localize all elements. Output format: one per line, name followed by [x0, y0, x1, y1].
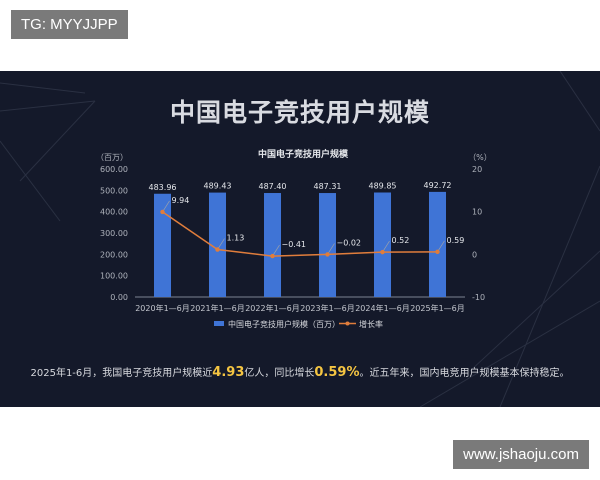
bar-value-label: 487.31 — [314, 182, 342, 191]
growth-rate-label: −0.41 — [282, 240, 307, 249]
growth-rate-point — [270, 253, 275, 259]
decorative-lines — [0, 71, 600, 407]
left-tick-label: 400.00 — [100, 208, 128, 217]
bar — [374, 192, 391, 297]
right-tick-label: 20 — [472, 165, 482, 174]
left-tick-label: 200.00 — [100, 250, 128, 259]
growth-rate-label: 9.94 — [172, 196, 190, 205]
left-tick-label: 600.00 — [100, 165, 128, 174]
caption-text-3: 。近五年来，国内电竞用户规模基本保持稳定。 — [359, 368, 570, 379]
legend-line-label: 增长率 — [359, 319, 383, 329]
x-tick-label: 2025年1—6月 — [410, 303, 465, 313]
growth-rate-point — [380, 249, 385, 255]
bar-value-label: 489.43 — [204, 182, 232, 191]
bar — [429, 191, 446, 297]
right-tick-label: -10 — [472, 293, 485, 302]
bar — [264, 193, 281, 297]
growth-rate-label: 1.13 — [227, 234, 245, 243]
growth-rate-point — [325, 252, 330, 257]
growth-rate-label: −0.02 — [337, 238, 362, 247]
right-tick-label: 0 — [472, 250, 477, 259]
bar — [319, 193, 336, 297]
chart-title: 中国电子竞技用户规模 — [258, 148, 349, 160]
x-tick-label: 2023年1—6月 — [300, 303, 355, 313]
left-axis-unit: （百万） — [96, 153, 128, 162]
x-tick-label: 2022年1—6月 — [245, 303, 300, 313]
growth-rate-label: 0.52 — [392, 236, 410, 245]
bar-value-label: 492.72 — [424, 181, 452, 190]
right-axis-unit: （%） — [468, 153, 492, 162]
left-tick-label: 100.00 — [100, 272, 128, 281]
left-tick-label: 300.00 — [100, 229, 128, 238]
growth-rate-label: 0.59 — [447, 236, 465, 245]
left-tick-label: 500.00 — [100, 186, 128, 195]
right-tick-label: 10 — [472, 208, 482, 217]
caption-highlight-users: 4.93 — [212, 365, 245, 380]
bar-value-label: 487.40 — [259, 182, 287, 191]
growth-rate-point — [435, 249, 440, 255]
bar-value-label: 489.85 — [369, 181, 397, 190]
legend: 中国电子竞技用户规模（百万） 增长率 — [214, 319, 383, 329]
x-tick-label: 2020年1—6月 — [135, 303, 190, 313]
legend-bar-swatch — [214, 321, 224, 326]
page-title: 中国电子竞技用户规模 — [169, 98, 430, 127]
x-tick-label: 2021年1—6月 — [190, 303, 245, 313]
growth-rate-point — [160, 209, 165, 215]
caption-highlight-growth: 0.59% — [314, 365, 360, 380]
bar — [209, 192, 226, 297]
infographic-panel: 中国电子竞技用户规模 中国电子竞技用户规模 （百万） （%） 0.00 100.0… — [0, 71, 600, 407]
growth-rate-line — [162, 211, 438, 257]
growth-rate-point — [215, 247, 220, 252]
summary-caption: 2025年1-6月，我国电子竞技用户规模近4.93亿人，同比增长0.59%。近五… — [0, 364, 600, 383]
watermark-bottom: www.jshaoju.com — [453, 440, 589, 469]
bar-value-label: 483.96 — [149, 183, 177, 192]
caption-text-2: 亿人，同比增长 — [244, 368, 315, 379]
chart: 中国电子竞技用户规模 （百万） （%） 0.00 100.00 200.00 300.… — [96, 148, 492, 329]
left-tick-label: 0.00 — [110, 293, 128, 302]
legend-bar-label: 中国电子竞技用户规模（百万） — [228, 319, 340, 329]
bar — [154, 193, 171, 297]
watermark-top: TG: MYYJJPP — [11, 10, 128, 39]
caption-text-1: 2025年1-6月，我国电子竞技用户规模近 — [30, 368, 213, 379]
x-tick-label: 2024年1—6月 — [355, 303, 410, 313]
legend-line-marker — [345, 321, 350, 326]
